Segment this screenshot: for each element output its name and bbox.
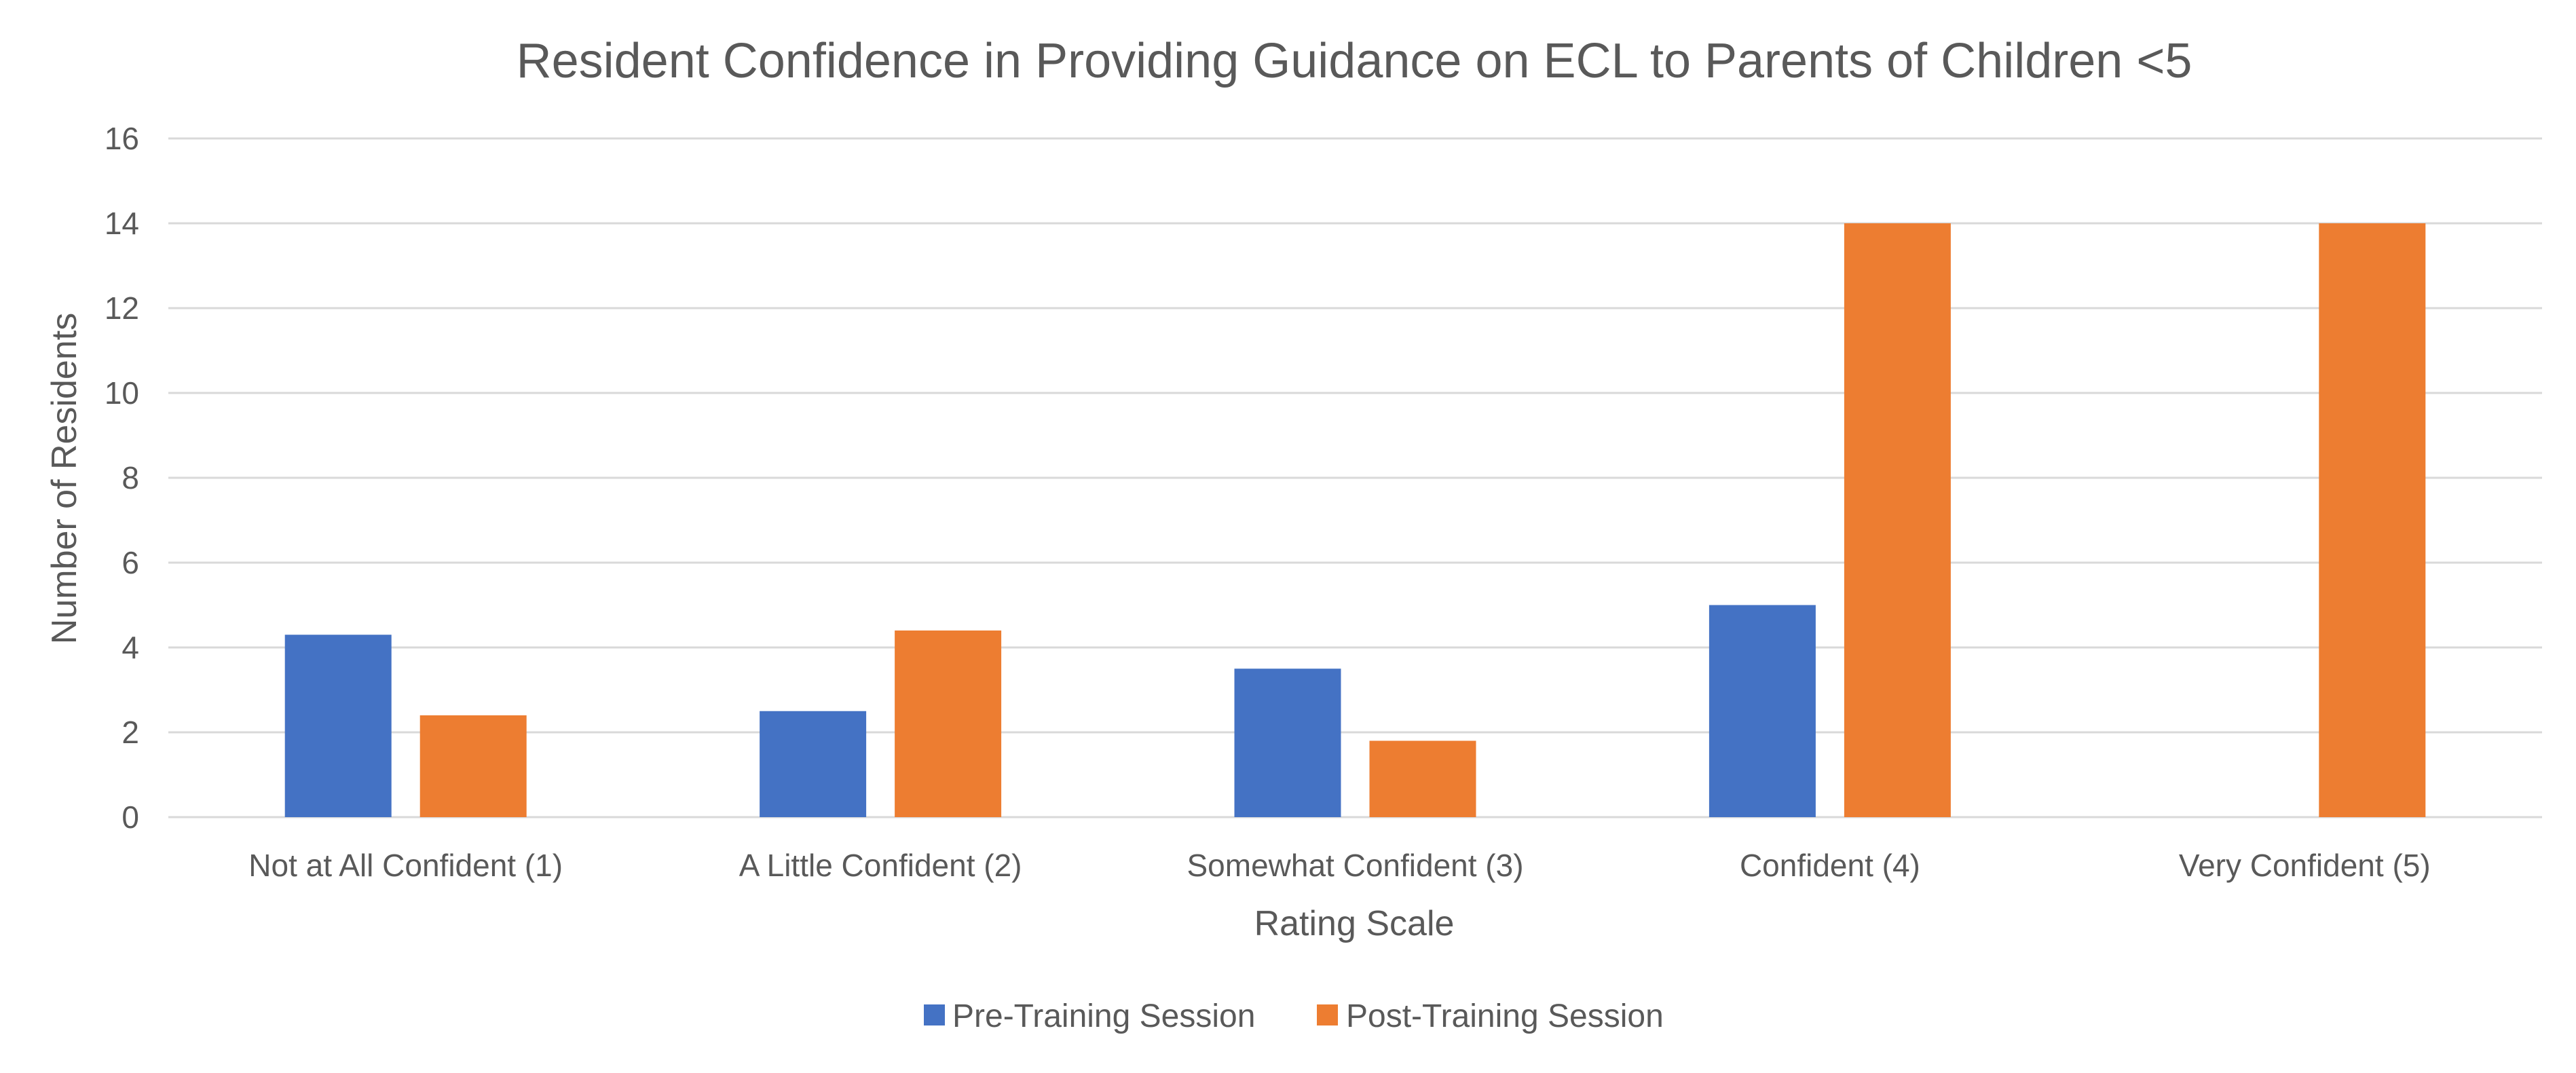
legend-swatch-post (1317, 1004, 1338, 1025)
x-tick-label: A Little Confident (2) (739, 848, 1022, 883)
bar-post-1 (419, 715, 527, 817)
x-tick-label: Not at All Confident (1) (248, 848, 563, 883)
bar-pre-4 (1709, 605, 1816, 817)
y-tick-label: 2 (122, 715, 139, 750)
bar-post-4 (1844, 223, 1951, 817)
bar-post-3 (1369, 740, 1476, 817)
chart-title: Resident Confidence in Providing Guidanc… (517, 34, 2192, 88)
legend: Pre-Training Session Post-Training Sessio… (924, 998, 1664, 1034)
y-tick-label: 16 (105, 121, 139, 156)
x-tick-labels: Not at All Confident (1) A Little Confide… (248, 848, 2430, 883)
x-tick-label: Confident (4) (1740, 848, 1920, 883)
y-tick-label: 4 (122, 630, 139, 665)
y-tick-label: 10 (105, 375, 139, 411)
y-tick-label: 8 (122, 460, 139, 495)
x-tick-label: Somewhat Confident (3) (1187, 848, 1523, 883)
y-axis-title: Number of Residents (45, 313, 84, 644)
legend-label-post: Post-Training Session (1346, 998, 1664, 1034)
x-tick-label: Very Confident (5) (2179, 848, 2431, 883)
legend-label-pre: Pre-Training Session (952, 998, 1255, 1034)
legend-swatch-pre (924, 1004, 945, 1025)
bar-post-2 (895, 630, 1002, 817)
x-axis-title: Rating Scale (1254, 904, 1455, 943)
y-tick-label: 6 (122, 545, 139, 580)
y-tick-label: 0 (122, 799, 139, 835)
y-tick-label: 14 (105, 206, 139, 241)
y-tick-labels: 0 2 4 6 8 10 12 14 16 (105, 121, 139, 835)
gridlines (168, 137, 2542, 818)
bar-pre-2 (760, 711, 867, 817)
bar-pre-1 (284, 635, 392, 817)
bar-post-5 (2319, 223, 2426, 817)
y-tick-label: 12 (105, 290, 139, 326)
bars (284, 223, 2426, 817)
bar-pre-3 (1234, 669, 1341, 817)
